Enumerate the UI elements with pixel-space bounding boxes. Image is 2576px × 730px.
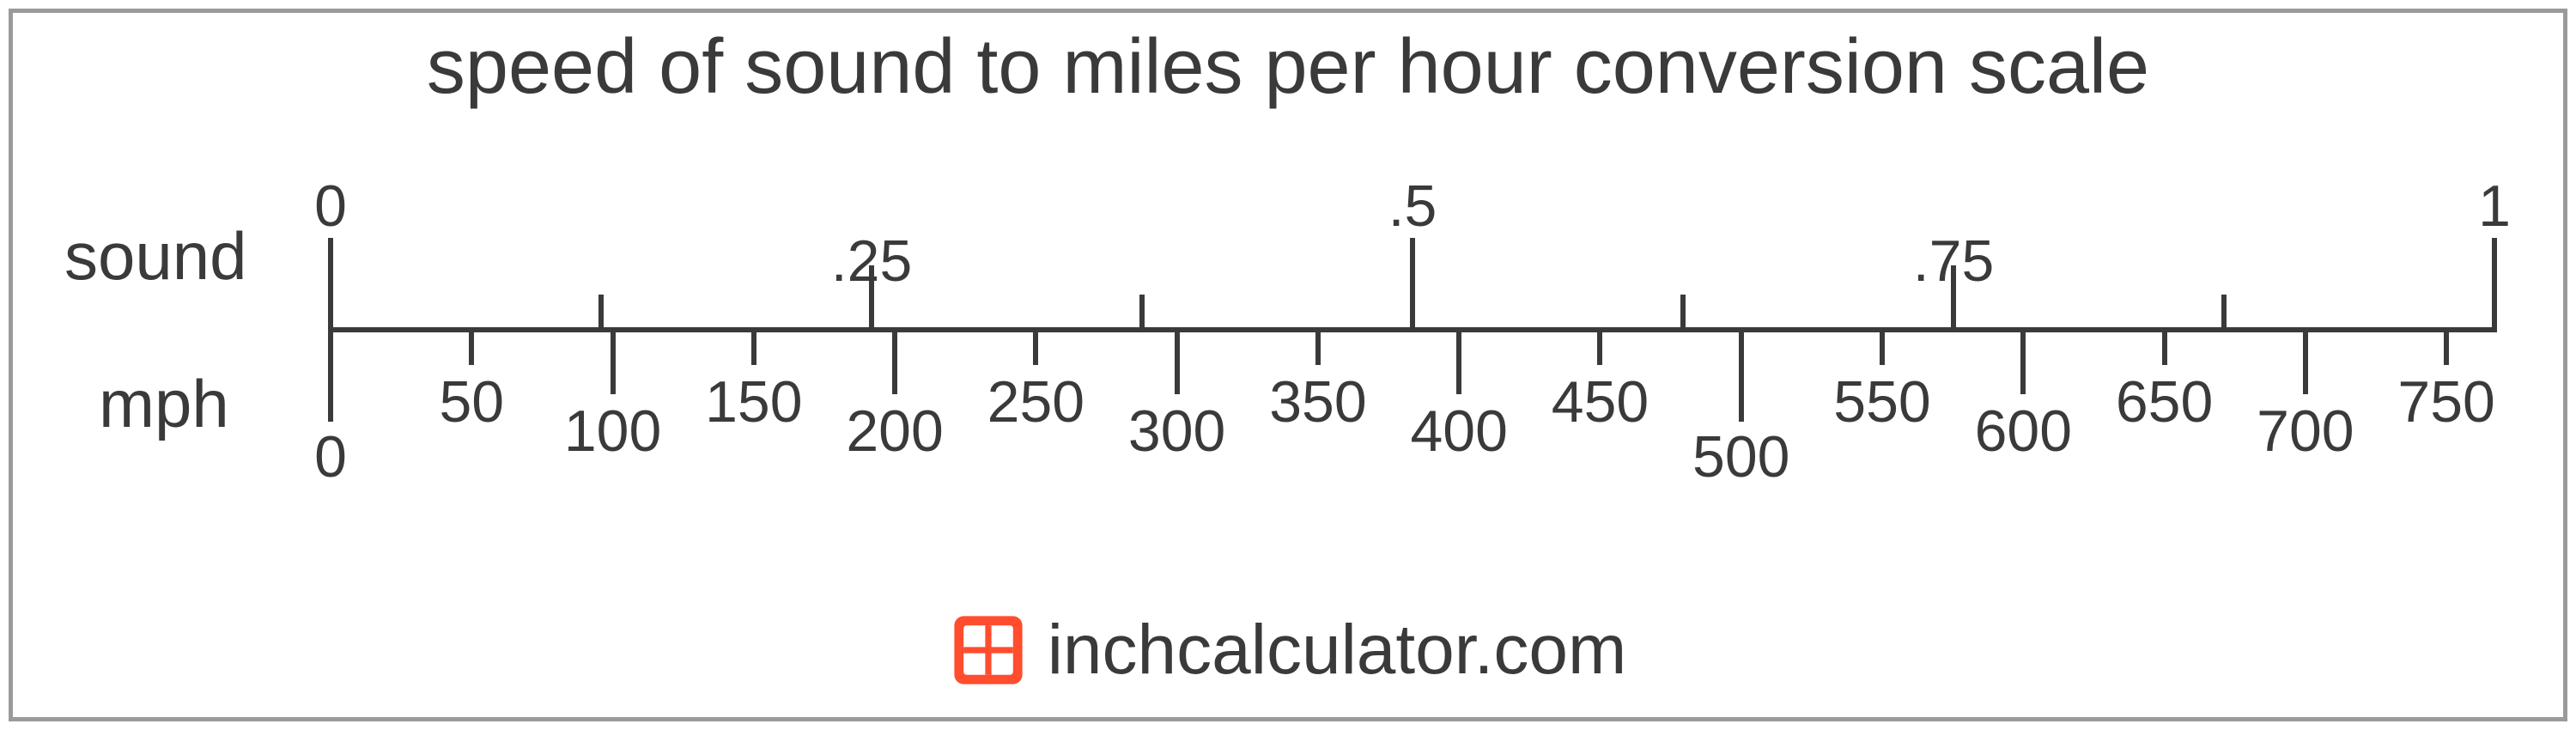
bottom-tick [1597,327,1602,365]
bottom-tick-label: 150 [705,368,802,435]
scale-area: sound mph 0 .25 .5 .75 1 0 50 100 150 200 250 300 35… [13,125,2563,537]
bottom-tick-label: 500 [1692,423,1789,490]
bottom-tick-label: 700 [2257,398,2354,465]
top-tick [1680,295,1686,332]
top-tick-label: .5 [1388,173,1437,240]
bottom-tick [1739,327,1744,422]
scale-frame: speed of sound to miles per hour convers… [9,9,2567,721]
bottom-tick [751,327,756,365]
top-tick [1410,238,1415,332]
bottom-tick-label: 50 [439,368,504,435]
footer-text: inchcalculator.com [1048,610,1627,690]
bottom-tick-label: 450 [1552,368,1649,435]
bottom-tick [892,327,897,394]
top-tick [2492,238,2497,332]
bottom-tick [1456,327,1461,394]
bottom-tick [2303,327,2308,394]
bottom-tick-label: 0 [314,423,347,490]
bottom-tick [2444,327,2449,365]
bottom-tick-label: 750 [2397,368,2494,435]
bottom-tick-label: 350 [1269,368,1366,435]
bottom-tick-label: 600 [1975,398,2072,465]
top-tick [2221,295,2227,332]
top-tick [328,238,333,332]
top-tick-label: .75 [1913,228,1995,295]
bottom-tick [2020,327,2026,394]
calculator-icon [950,611,1027,689]
bottom-unit-label: mph [99,365,229,443]
bottom-tick [1175,327,1180,394]
bottom-tick-label: 100 [564,398,661,465]
top-tick-label: .25 [831,228,913,295]
bottom-tick-label: 400 [1410,398,1507,465]
top-tick-label: 1 [2478,173,2511,240]
bottom-tick [1315,327,1321,365]
bottom-tick-label: 650 [2116,368,2213,435]
bottom-tick [2162,327,2167,365]
bottom-tick [469,327,474,365]
bottom-tick-label: 550 [1833,368,1930,435]
top-tick [598,295,604,332]
bottom-tick [1033,327,1038,365]
top-tick-label: 0 [314,173,347,240]
top-unit-label: sound [64,217,247,295]
scale-title: speed of sound to miles per hour convers… [13,23,2563,112]
bottom-tick [1880,327,1885,365]
bottom-tick-label: 250 [987,368,1084,435]
bottom-tick-label: 300 [1128,398,1225,465]
top-tick [1139,295,1145,332]
bottom-tick [611,327,616,394]
footer-inner: inchcalculator.com [950,610,1627,690]
bottom-tick-label: 200 [846,398,943,465]
footer: inchcalculator.com [13,610,2563,693]
bottom-tick [328,327,333,422]
